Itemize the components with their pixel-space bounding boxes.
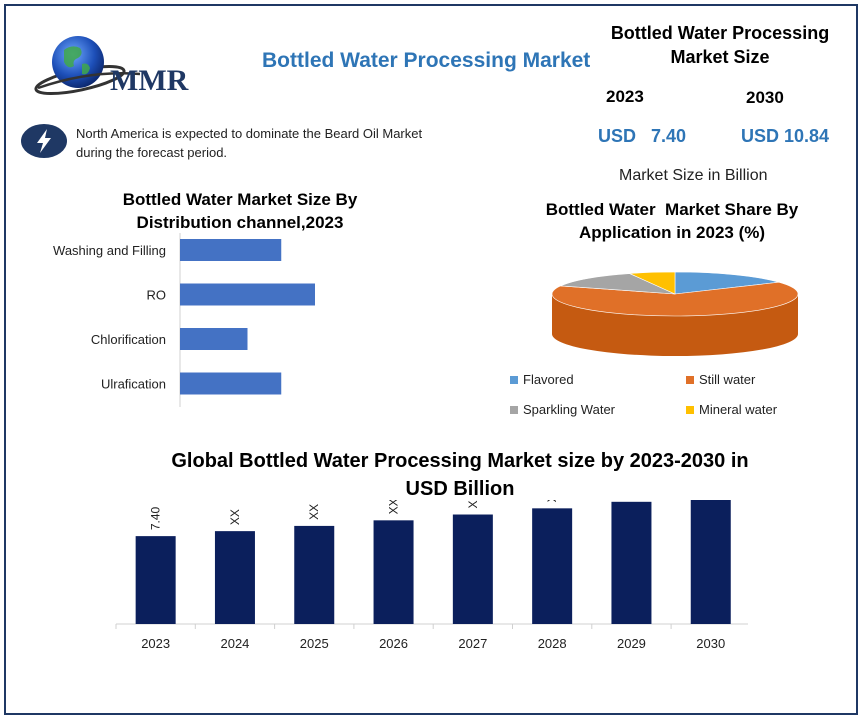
- hbar-category-label: Ulrafication: [101, 377, 166, 392]
- logo-text: MMR: [110, 64, 189, 97]
- bar: [690, 500, 731, 624]
- hbar-title-line2: Distribution channel,2023: [136, 213, 344, 232]
- market-size-title-line1: Bottled Water Processing: [610, 23, 830, 43]
- bar-title-line2: USD Billion: [405, 478, 515, 500]
- pie-title-line2: Application in 2023 (%): [578, 223, 766, 242]
- pie-slice: [560, 273, 676, 295]
- bar-chart: 2023 7.40 2024 XX 2025 XX 2026 XX 2027 XX 2028 XX 20…: [115, 500, 748, 651]
- bar: [373, 520, 414, 624]
- bar-category-label: 2023: [141, 636, 170, 651]
- hbar-bar: [180, 328, 248, 350]
- market-size-title: Bottled Water Processing Market Size: [600, 21, 840, 69]
- hbar-category-label: Washing and Filling: [53, 243, 166, 258]
- bar-data-label: XX: [387, 500, 401, 514]
- pie-slice: [629, 271, 676, 295]
- year-end: 2030: [746, 88, 784, 107]
- bar-category-label: 2025: [300, 636, 329, 651]
- legend-swatch: [686, 376, 694, 384]
- bar-data-label: XX: [307, 504, 321, 520]
- logo: MMR: [30, 30, 200, 100]
- hbar-category-label: Chlorification: [91, 332, 166, 347]
- bar-chart-title: Global Bottled Water Processing Market s…: [120, 447, 800, 503]
- note-line1: North America is expected to dominate th…: [76, 126, 423, 141]
- hbar-chart-title: Bottled Water Market Size By Distributio…: [90, 188, 390, 234]
- hbar-bar: [180, 372, 282, 395]
- bar-category-label: 2030: [696, 636, 725, 651]
- pie-slice: [551, 281, 799, 317]
- legend-label: Still water: [699, 372, 756, 387]
- bar: [611, 501, 652, 624]
- bar-data-label: XX: [545, 500, 559, 502]
- legend-swatch: [686, 406, 694, 414]
- bar: [294, 525, 335, 624]
- lightning-icon: [20, 123, 68, 159]
- bar-category-label: 2026: [379, 636, 408, 651]
- pie-slice: [674, 271, 779, 295]
- pie-title-line1: Bottled Water Market Share By: [545, 200, 799, 219]
- bar: [532, 508, 573, 624]
- bar-category-label: 2024: [220, 636, 249, 651]
- bar-data-label: 7.40: [149, 506, 163, 530]
- market-size-unit: Market Size in Billion: [619, 167, 768, 184]
- legend-label: Sparkling Water: [523, 402, 616, 417]
- infographic-frame: [4, 4, 858, 715]
- value-end: USD 10.84: [741, 126, 830, 146]
- legend-swatch: [510, 406, 518, 414]
- hbar-chart: Washing and Filling RO Chlorification Ulraf…: [53, 233, 315, 407]
- legend-swatch: [510, 376, 518, 384]
- hbar-bar: [180, 283, 315, 306]
- bar-data-label: XX: [466, 500, 480, 509]
- hbar-bar: [180, 239, 282, 261]
- pie-legend: Flavored Still water Sparkling Water Minera…: [510, 372, 778, 417]
- legend-label: Mineral water: [699, 402, 778, 417]
- value-start: USD 7.40: [598, 126, 687, 146]
- note-text: North America is expected to dominate th…: [76, 124, 422, 162]
- hbar-title-line1: Bottled Water Market Size By: [122, 190, 358, 209]
- pie-side-wall: [552, 294, 798, 356]
- hbar-category-label: RO: [147, 288, 167, 303]
- pie-chart: [551, 271, 799, 356]
- note-line2: during the forecast period.: [76, 145, 228, 160]
- year-start: 2023: [606, 87, 644, 106]
- bar-category-label: 2029: [617, 636, 646, 651]
- page-title: Bottled Water Processing Market: [262, 49, 591, 72]
- bar: [135, 536, 176, 624]
- bar-data-label: XX: [228, 509, 242, 525]
- bar-title-line1: Global Bottled Water Processing Market s…: [171, 450, 749, 472]
- pie-chart-title: Bottled Water Market Share By Applicatio…: [522, 198, 822, 244]
- bar-category-label: 2028: [538, 636, 567, 651]
- legend-label: Flavored: [523, 372, 574, 387]
- market-size-title-line2: Market Size: [670, 47, 770, 67]
- bar: [214, 531, 255, 624]
- bar-category-label: 2027: [458, 636, 487, 651]
- globe-icon: [34, 36, 141, 96]
- bar: [452, 514, 493, 624]
